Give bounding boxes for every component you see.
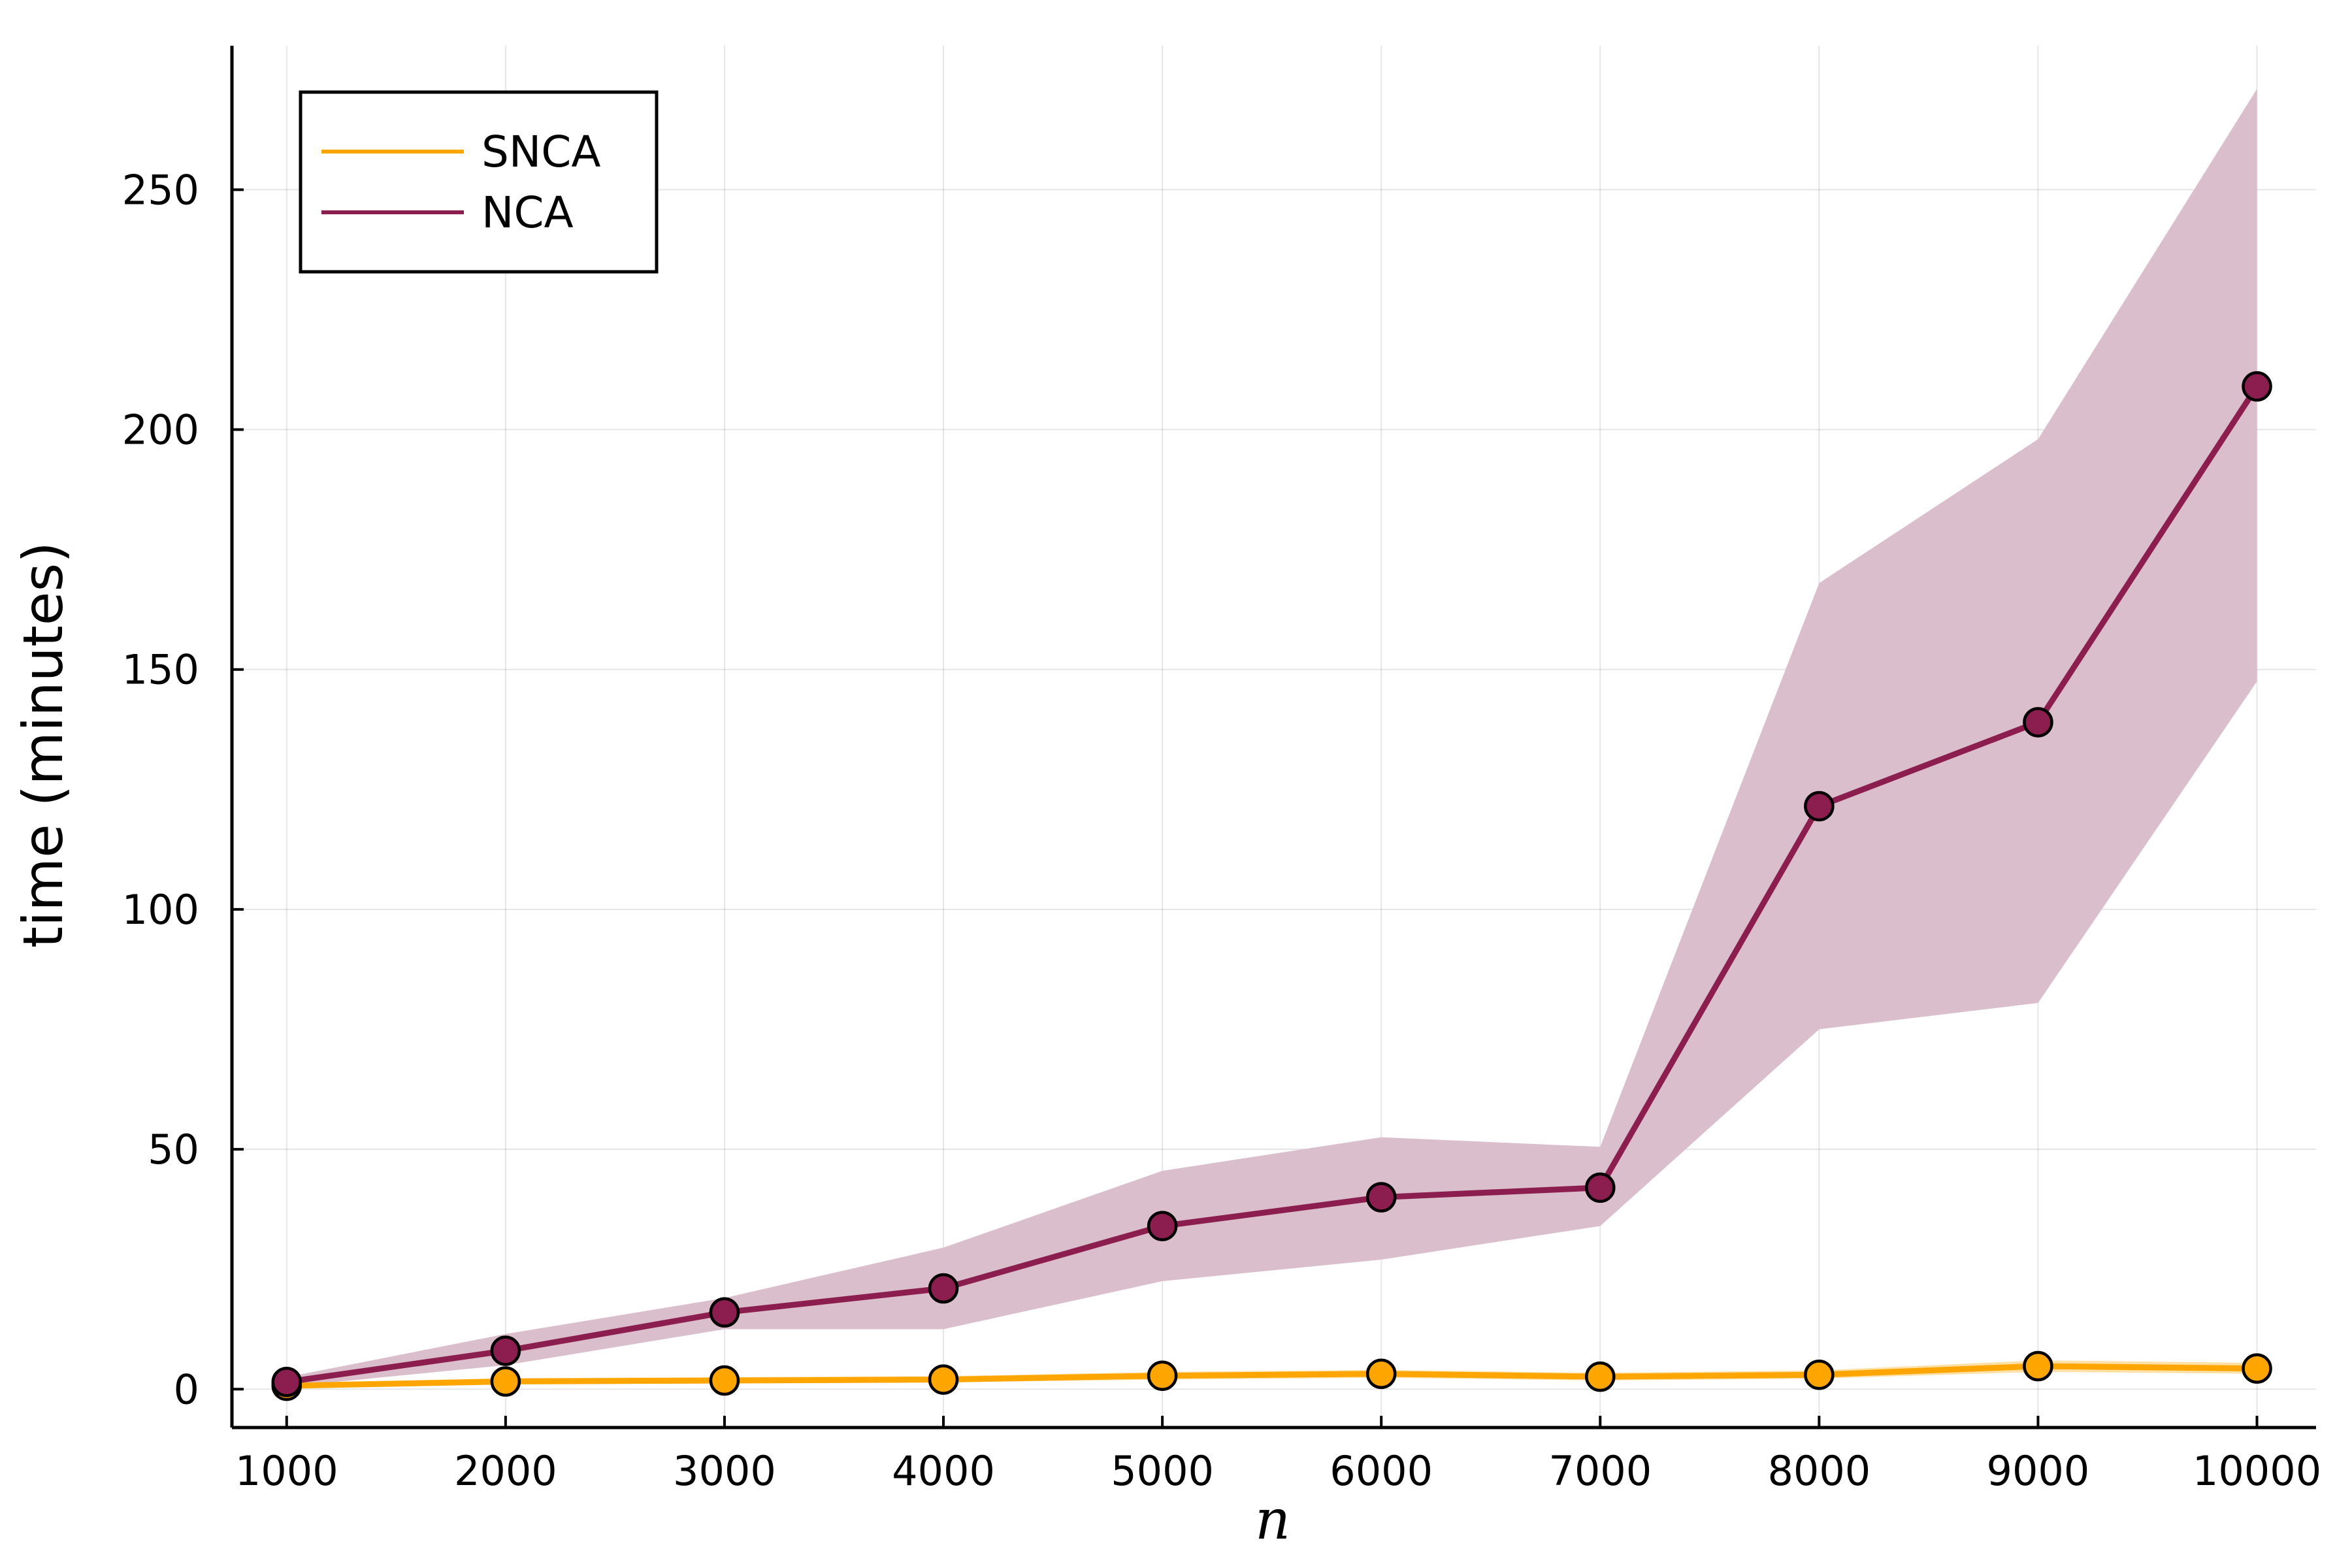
x-tick-label: 4000 xyxy=(892,1447,995,1495)
marker-nca xyxy=(1147,1211,1178,1241)
legend-box xyxy=(299,90,659,274)
axes xyxy=(230,46,2316,1429)
marker-nca xyxy=(2242,371,2272,402)
x-tick-label: 10000 xyxy=(2193,1447,2321,1495)
marker-snca xyxy=(928,1364,959,1395)
marker-nca xyxy=(271,1366,302,1397)
marker-snca xyxy=(2023,1350,2053,1382)
marker-snca xyxy=(709,1365,740,1396)
x-tick-label: 5000 xyxy=(1111,1447,1214,1495)
x-tick-label: 9000 xyxy=(1987,1447,2090,1495)
x-tick-label: 8000 xyxy=(1767,1447,1870,1495)
series-lines xyxy=(286,384,2260,1389)
y-tick-label: 50 xyxy=(148,1126,199,1173)
marker-nca xyxy=(1585,1172,1616,1203)
y-tick-label: 100 xyxy=(122,886,199,934)
marker-snca xyxy=(2242,1353,2272,1384)
marker-nca xyxy=(709,1297,740,1328)
line-snca xyxy=(286,1363,2257,1389)
line-nca xyxy=(286,384,2260,1385)
legend-label-snca: SNCA xyxy=(482,127,601,177)
marker-nca xyxy=(490,1335,521,1366)
y-tick-label: 250 xyxy=(122,166,199,214)
marker-snca xyxy=(1585,1361,1616,1392)
marker-snca xyxy=(490,1366,521,1397)
x-axis-title: n xyxy=(1255,1488,1290,1552)
marker-nca xyxy=(928,1273,959,1304)
x-tick-label: 3000 xyxy=(673,1447,776,1495)
x-tick-label: 6000 xyxy=(1330,1447,1433,1495)
band-nca xyxy=(286,89,2257,1387)
y-tick-label: 150 xyxy=(122,646,199,694)
marker-nca xyxy=(2023,707,2053,738)
y-axis-title: time (minutes) xyxy=(11,542,75,948)
legend: SNCA NCA xyxy=(299,90,659,274)
tick-labels: 1000 2000 3000 4000 5000 6000 7000 8000 9000 1000… xyxy=(122,166,2321,1495)
x-tick-label: 2000 xyxy=(454,1447,557,1495)
series-markers xyxy=(271,371,2272,1401)
y-tick-label: 200 xyxy=(122,406,199,454)
x-tick-label: 1000 xyxy=(235,1447,338,1495)
legend-label-nca: NCA xyxy=(482,188,574,238)
marker-snca xyxy=(1365,1358,1397,1389)
marker-nca xyxy=(1804,791,1835,822)
y-tick-label: 0 xyxy=(174,1365,199,1413)
marker-nca xyxy=(1365,1182,1397,1213)
x-tick-label: 7000 xyxy=(1548,1447,1652,1495)
marker-snca xyxy=(1147,1360,1178,1391)
marker-snca xyxy=(1804,1359,1835,1390)
